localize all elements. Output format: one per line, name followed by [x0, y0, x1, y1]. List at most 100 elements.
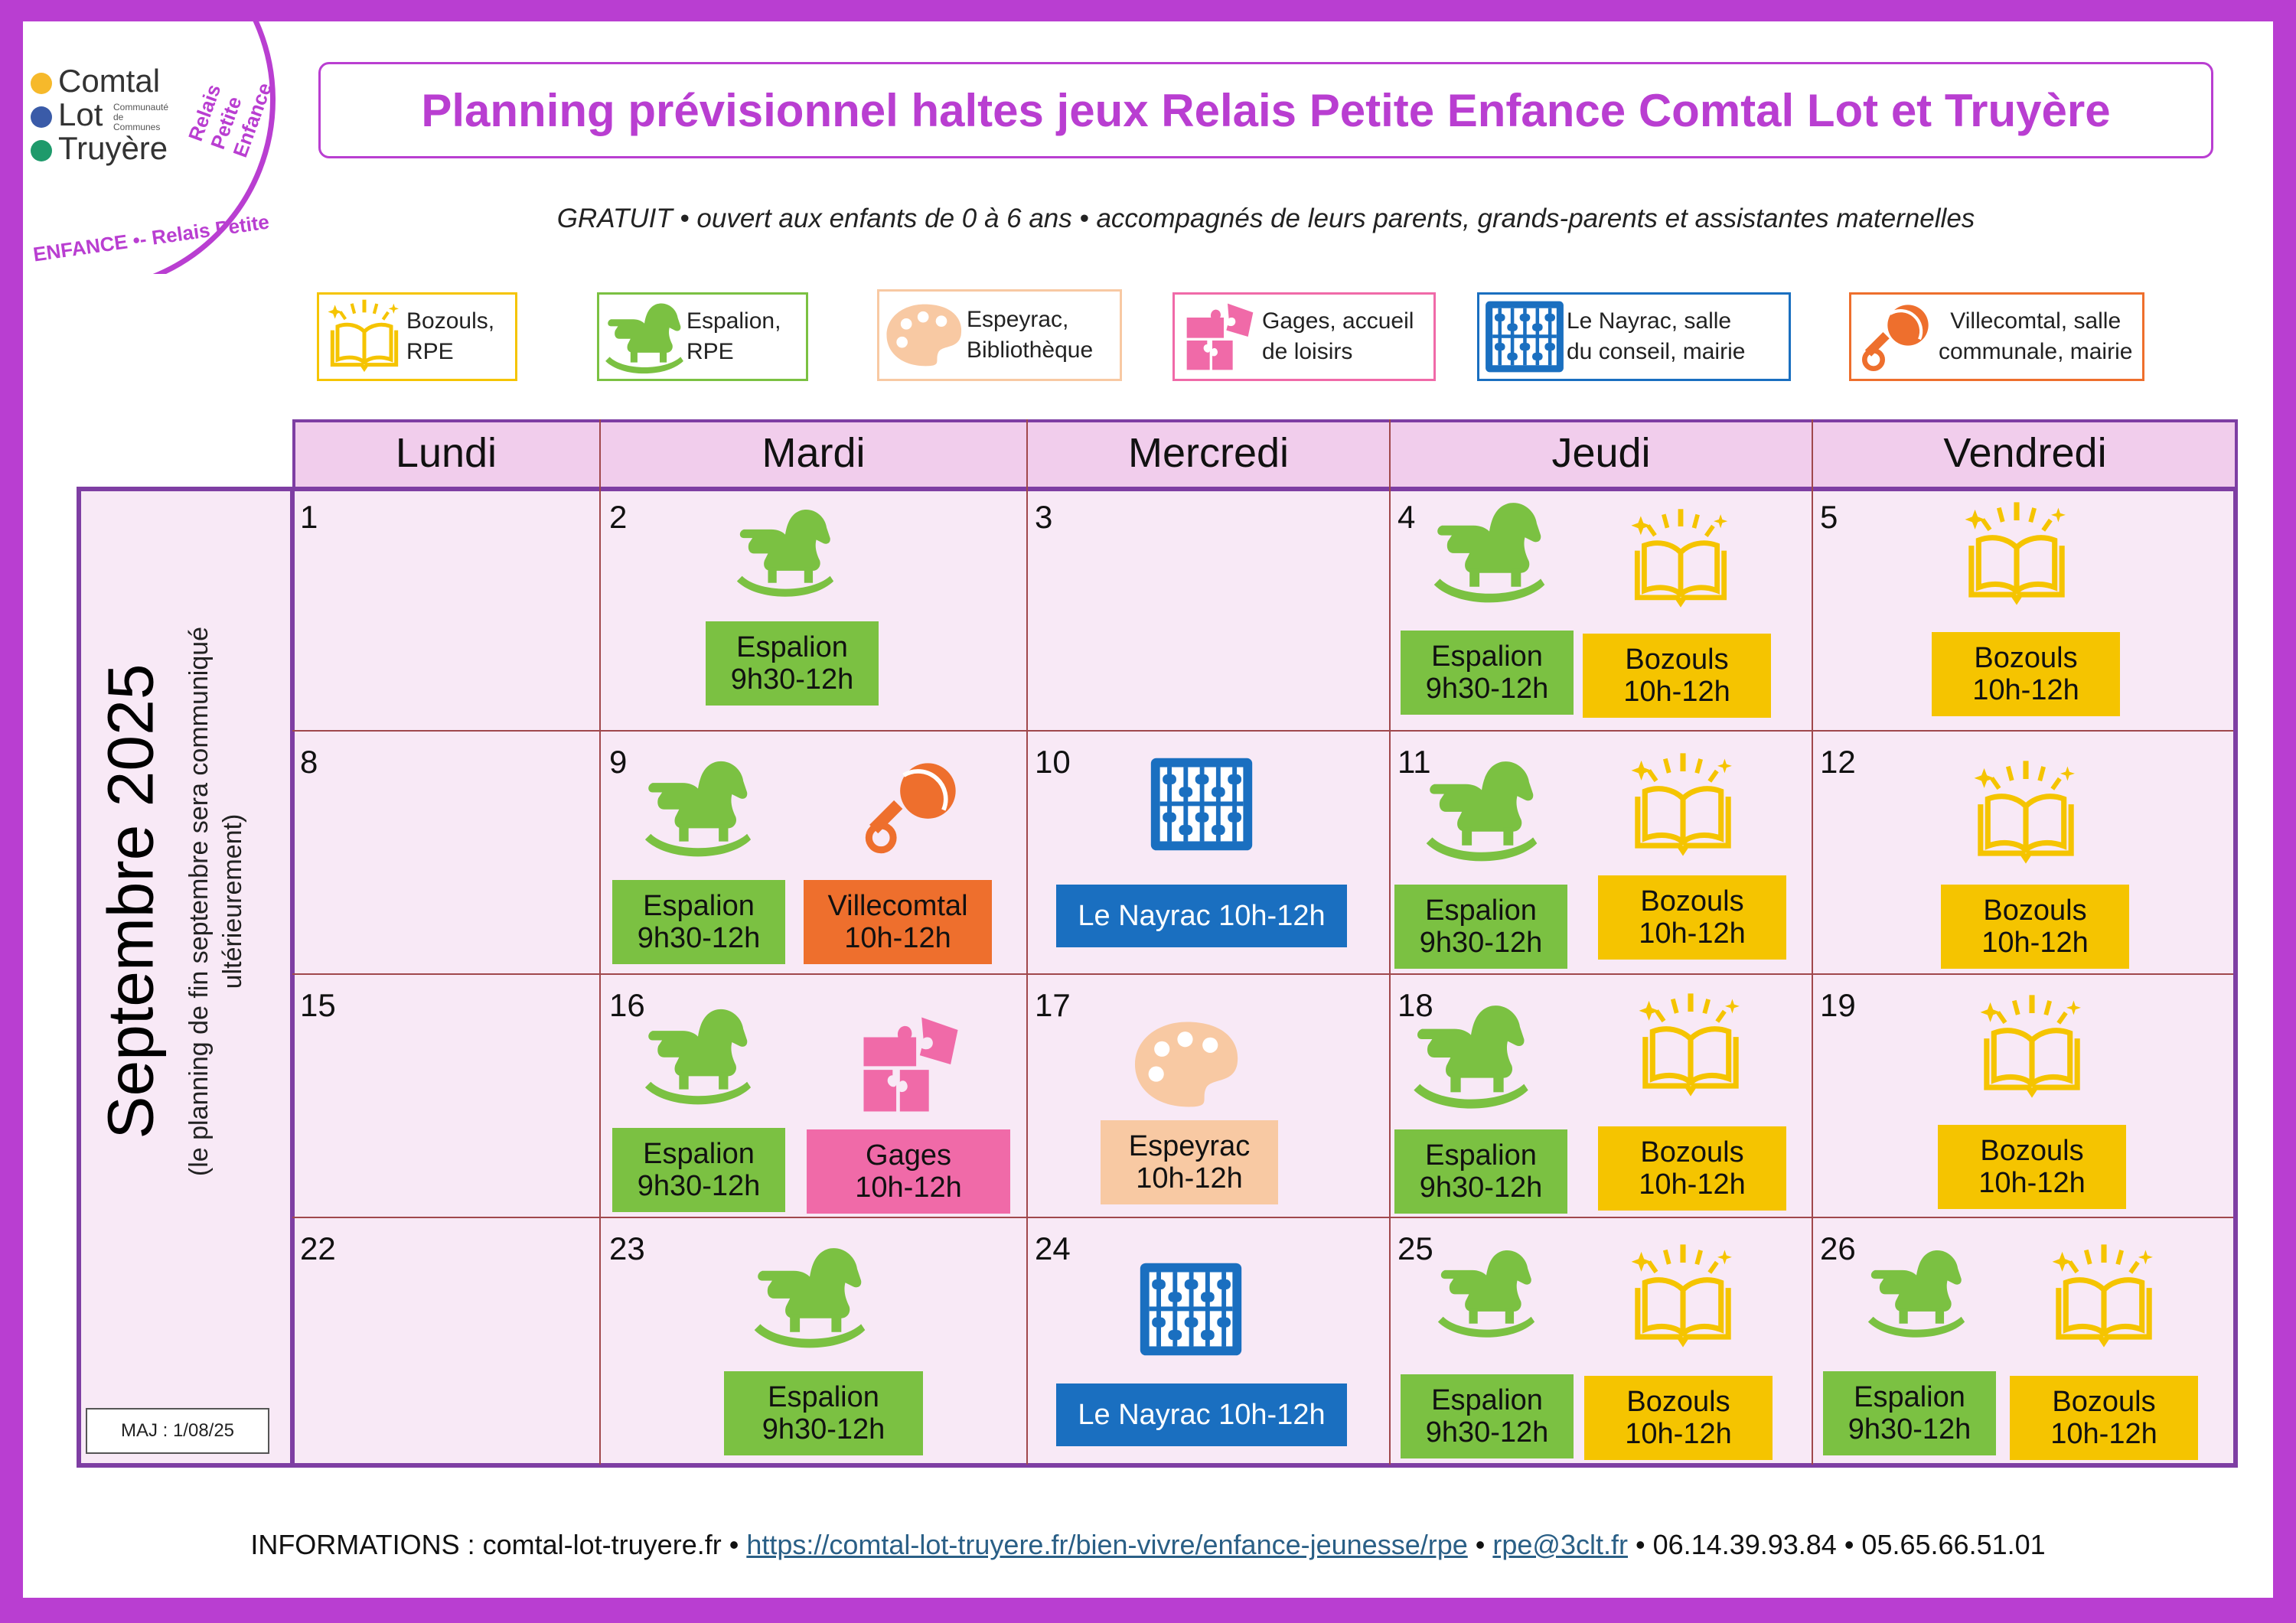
- book-icon: [1978, 990, 2086, 1105]
- legend-villecomtal: Villecomtal, salle communale, mairie: [1849, 292, 2144, 381]
- month-note-line2: ultérieurement): [218, 813, 247, 989]
- event-time: 10h-12h: [1639, 1168, 1746, 1201]
- event-name: Bozouls: [1974, 642, 2078, 674]
- event-time: 10h-12h: [1623, 676, 1730, 708]
- email-link[interactable]: rpe@3clt.fr: [1492, 1529, 1628, 1560]
- abacus-icon: [1131, 1260, 1251, 1359]
- date-number: 8: [300, 744, 318, 780]
- rattle-icon: [859, 754, 966, 859]
- palette-icon: [1125, 1016, 1249, 1113]
- month-note: (le planning de fin septembre sera commu…: [182, 557, 249, 1246]
- event-name: Bozouls: [1625, 644, 1729, 676]
- book-icon: [2050, 1240, 2158, 1354]
- event-espalion: Espalion 9h30-12h: [706, 621, 879, 706]
- legend-line1: Le Nayrac, salle: [1567, 308, 1732, 334]
- month-title: Septembre 2025: [94, 663, 167, 1139]
- event-espalion: Espalion 9h30-12h: [1394, 885, 1567, 969]
- event-time: 9h30-12h: [1425, 1416, 1549, 1449]
- event-le-nayrac: Le Nayrac 10h-12h: [1056, 1383, 1347, 1446]
- date-number: 12: [1820, 744, 1856, 780]
- event-time: 10h-12h: [1639, 917, 1746, 950]
- event-time: 9h30-12h: [730, 663, 854, 696]
- event-name: Bozouls: [1983, 895, 2087, 927]
- event-name: Espeyrac: [1128, 1130, 1251, 1162]
- abacus-icon: [1482, 298, 1567, 375]
- book-icon: [1629, 505, 1733, 614]
- legend-line1: Villecomtal, salle: [1950, 308, 2122, 334]
- event-time: 9h30-12h: [1419, 927, 1543, 959]
- event-bozouls: Bozouls 10h-12h: [1941, 885, 2129, 969]
- date-number: 2: [609, 499, 628, 535]
- legend-line2: RPE: [406, 339, 454, 364]
- event-name: Espalion: [1425, 1139, 1537, 1172]
- event-name: Bozouls: [2052, 1386, 2156, 1418]
- row-divider: [292, 730, 2233, 732]
- event-gages: Gages 10h-12h: [807, 1129, 1010, 1214]
- logo-dot-green: [31, 139, 52, 161]
- legend-bozouls: Bozouls, RPE: [317, 292, 517, 381]
- book-icon: [1636, 989, 1745, 1103]
- date-number: 4: [1397, 499, 1416, 535]
- rocking-horse-icon: [641, 1002, 755, 1106]
- date-number: 24: [1035, 1230, 1071, 1266]
- event-bozouls: Bozouls 10h-12h: [1598, 1126, 1786, 1211]
- column-divider: [1026, 419, 1028, 1465]
- event-bozouls: Bozouls 10h-12h: [1584, 1376, 1773, 1460]
- day-header-lundi: Lundi: [395, 430, 497, 476]
- event-time: 10h-12h: [855, 1172, 962, 1204]
- date-number: 18: [1397, 987, 1433, 1023]
- logo: Comtal Lot Truyère Communauté de Commune…: [23, 21, 283, 274]
- book-icon: [1629, 748, 1737, 863]
- update-date: MAJ : 1/08/25: [86, 1408, 269, 1454]
- legend-line2: de loisirs: [1262, 339, 1353, 364]
- legend-line2: RPE: [687, 339, 734, 364]
- event-name: Espalion: [1854, 1381, 1965, 1413]
- event-time: 10h-12h: [1981, 927, 2089, 959]
- rocking-horse-icon: [1434, 1244, 1538, 1339]
- date-number: 17: [1035, 987, 1071, 1023]
- event-name: Espalion: [1431, 640, 1543, 673]
- month-divider: [290, 487, 295, 1468]
- legend-le-nayrac: Le Nayrac, salle du conseil, mairie: [1477, 292, 1791, 381]
- page-title: Planning prévisionnel haltes jeux Relais…: [318, 62, 2213, 158]
- logo-dot-blue: [31, 106, 52, 128]
- rattle-icon: [1854, 298, 1939, 375]
- event-time: 9h30-12h: [637, 1170, 761, 1202]
- event-bozouls: Bozouls 10h-12h: [2010, 1376, 2198, 1460]
- event-name: Gages: [866, 1139, 951, 1172]
- event-name: Espalion: [1431, 1384, 1543, 1416]
- legend-line1: Espeyrac,: [967, 307, 1069, 332]
- day-header-mardi: Mardi: [762, 430, 866, 476]
- column-divider: [599, 419, 601, 1465]
- event-name: Espalion: [736, 631, 848, 663]
- legend-espalion: Espalion, RPE: [597, 292, 808, 381]
- rocking-horse-icon: [1410, 998, 1532, 1111]
- event-name: Espalion: [643, 1138, 755, 1170]
- event-name: Bozouls: [1980, 1135, 2084, 1167]
- date-number: 22: [300, 1230, 336, 1266]
- abacus-icon: [1142, 754, 1261, 854]
- event-espeyrac: Espeyrac 10h-12h: [1101, 1120, 1278, 1204]
- legend-gages: Gages, accueil de loisirs: [1172, 292, 1436, 381]
- puzzle-icon: [854, 1010, 967, 1119]
- date-number: 11: [1397, 744, 1431, 780]
- event-name: Espalion: [768, 1381, 879, 1413]
- footer-separator: •: [1475, 1529, 1486, 1560]
- day-header-vendredi: Vendredi: [1943, 430, 2107, 476]
- rocking-horse-icon: [750, 1241, 869, 1350]
- date-number: 23: [609, 1230, 645, 1266]
- event-time: 10h-12h: [2050, 1418, 2157, 1450]
- subtitle: GRATUIT • ouvert aux enfants de 0 à 6 an…: [556, 204, 1975, 233]
- event-espalion: Espalion 9h30-12h: [1823, 1371, 1996, 1455]
- rpe-link[interactable]: https://comtal-lot-truyere.fr/bien-vivre…: [746, 1529, 1468, 1560]
- event-le-nayrac: Le Nayrac 10h-12h: [1056, 885, 1347, 947]
- event-time: 9h30-12h: [1425, 673, 1549, 705]
- column-divider: [1389, 419, 1391, 1465]
- date-number: 5: [1820, 499, 1838, 535]
- event-name: Bozouls: [1640, 885, 1744, 917]
- day-header-mercredi: Mercredi: [1127, 430, 1290, 476]
- month-note-line1: (le planning de fin septembre sera commu…: [184, 626, 214, 1177]
- rocking-horse-icon: [1864, 1244, 1968, 1339]
- rocking-horse-icon: [1430, 496, 1549, 605]
- date-number: 16: [609, 987, 645, 1023]
